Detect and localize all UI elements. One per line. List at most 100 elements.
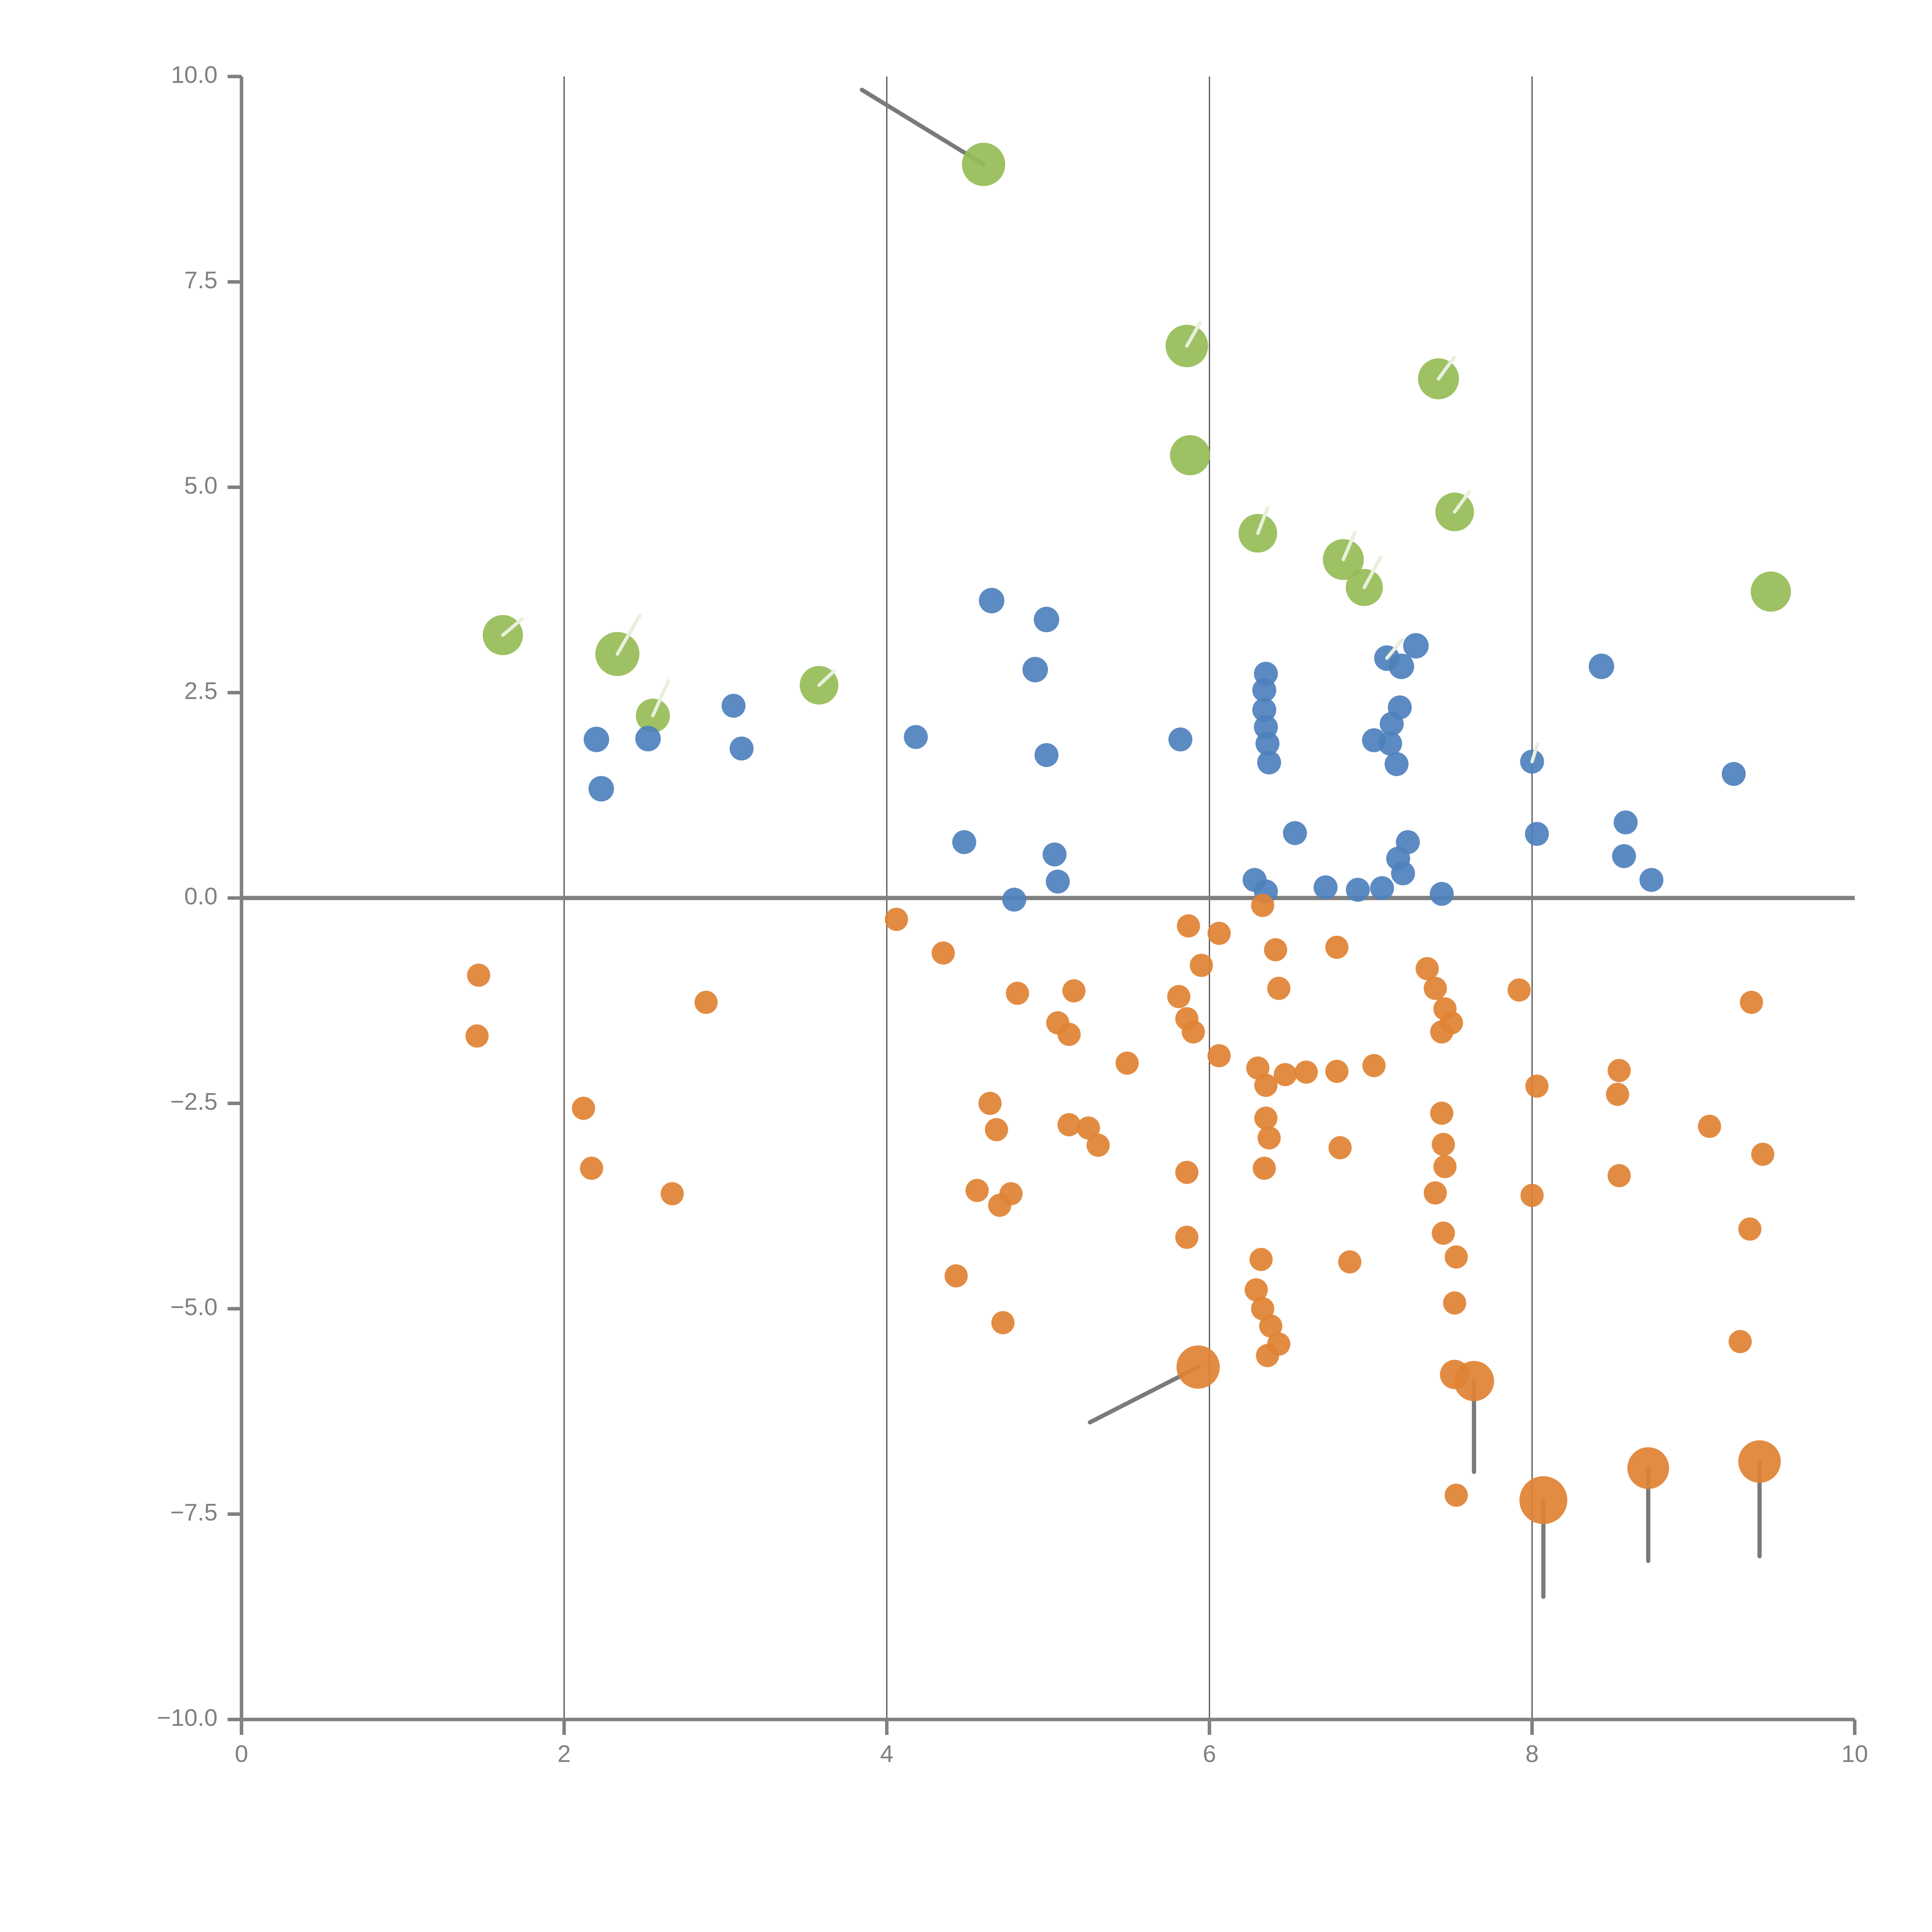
data-point-orange[interactable] bbox=[1433, 1155, 1457, 1179]
data-point-blue[interactable] bbox=[1388, 653, 1414, 679]
data-point-orange[interactable] bbox=[1077, 1116, 1100, 1140]
data-point-orange[interactable] bbox=[1525, 1074, 1549, 1098]
data-point-orange[interactable] bbox=[991, 1311, 1015, 1335]
data-point-orange[interactable] bbox=[1245, 1278, 1268, 1302]
data-point-orange[interactable] bbox=[1182, 1020, 1205, 1044]
data-point-orange[interactable] bbox=[467, 963, 490, 987]
data-point-orange[interactable] bbox=[988, 1194, 1012, 1217]
data-point-green[interactable] bbox=[1750, 571, 1791, 612]
data-point-orange[interactable] bbox=[1430, 1102, 1454, 1125]
data-point-orange[interactable] bbox=[1006, 981, 1029, 1005]
data-point-blue[interactable] bbox=[1612, 844, 1636, 868]
data-point-blue[interactable] bbox=[1283, 821, 1307, 845]
data-point-orange[interactable] bbox=[1294, 1060, 1318, 1084]
data-point-blue[interactable] bbox=[1588, 653, 1614, 679]
data-point-orange[interactable] bbox=[580, 1156, 603, 1180]
data-point-blue[interactable] bbox=[583, 726, 609, 752]
data-point-orange[interactable] bbox=[1328, 1136, 1352, 1160]
data-point-orange[interactable] bbox=[1251, 1297, 1274, 1320]
data-point-orange[interactable] bbox=[465, 1024, 489, 1048]
data-point-orange[interactable] bbox=[1257, 1126, 1281, 1150]
data-point-orange[interactable] bbox=[1086, 1133, 1110, 1157]
data-point-blue[interactable] bbox=[730, 736, 754, 761]
data-point-orange[interactable] bbox=[932, 941, 955, 965]
data-point-orange[interactable] bbox=[1057, 1113, 1081, 1136]
data-point-orange[interactable] bbox=[572, 1097, 595, 1120]
data-point-blue[interactable] bbox=[1252, 678, 1276, 702]
data-point-orange[interactable] bbox=[694, 991, 718, 1014]
data-point-orange[interactable] bbox=[1177, 914, 1200, 938]
data-point-blue[interactable] bbox=[1043, 842, 1067, 867]
data-point-orange[interactable] bbox=[1190, 954, 1213, 977]
data-point-orange[interactable] bbox=[1423, 976, 1447, 1000]
data-point-orange[interactable] bbox=[1751, 1143, 1775, 1166]
data-point-orange[interactable] bbox=[1698, 1115, 1721, 1138]
data-point-orange[interactable] bbox=[1507, 978, 1531, 1002]
data-point-orange[interactable] bbox=[944, 1264, 968, 1287]
data-point-orange[interactable] bbox=[1175, 1226, 1199, 1249]
data-point-orange[interactable] bbox=[1062, 979, 1086, 1003]
data-point-orange[interactable] bbox=[1627, 1447, 1669, 1489]
data-point-orange[interactable] bbox=[660, 1182, 684, 1206]
data-point-blue[interactable] bbox=[1046, 869, 1070, 894]
data-point-orange[interactable] bbox=[1443, 1291, 1466, 1315]
data-point-blue[interactable] bbox=[1257, 750, 1281, 775]
data-point-blue[interactable] bbox=[1403, 633, 1429, 659]
data-point-orange[interactable] bbox=[1338, 1250, 1362, 1274]
data-point-orange[interactable] bbox=[1264, 938, 1287, 961]
data-point-blue[interactable] bbox=[1378, 731, 1402, 756]
data-point-blue[interactable] bbox=[1034, 743, 1059, 767]
data-point-orange[interactable] bbox=[1444, 1483, 1468, 1507]
data-point-blue[interactable] bbox=[1252, 698, 1276, 722]
data-point-orange[interactable] bbox=[1738, 1217, 1762, 1241]
data-point-blue[interactable] bbox=[1391, 861, 1415, 886]
data-point-blue[interactable] bbox=[1639, 868, 1663, 892]
data-point-orange[interactable] bbox=[1325, 1060, 1349, 1083]
data-point-orange[interactable] bbox=[1740, 991, 1763, 1014]
data-point-orange[interactable] bbox=[1208, 1044, 1231, 1068]
data-point-orange[interactable] bbox=[1607, 1164, 1631, 1187]
data-point-blue[interactable] bbox=[588, 776, 614, 802]
data-point-blue[interactable] bbox=[1721, 762, 1746, 786]
data-point-orange[interactable] bbox=[1520, 1184, 1544, 1207]
data-point-blue[interactable] bbox=[635, 726, 661, 752]
data-point-orange[interactable] bbox=[885, 908, 908, 931]
data-point-orange[interactable] bbox=[1325, 935, 1349, 959]
data-point-orange[interactable] bbox=[1251, 894, 1274, 917]
data-point-green[interactable] bbox=[1170, 435, 1210, 476]
data-point-blue[interactable] bbox=[1346, 878, 1370, 902]
data-point-blue[interactable] bbox=[979, 588, 1005, 614]
data-point-orange[interactable] bbox=[1606, 1083, 1629, 1106]
data-point-orange[interactable] bbox=[1252, 1156, 1276, 1180]
data-point-orange[interactable] bbox=[1057, 1022, 1081, 1046]
data-point-blue[interactable] bbox=[1313, 875, 1338, 900]
data-point-orange[interactable] bbox=[1175, 1161, 1199, 1184]
data-point-orange[interactable] bbox=[1116, 1051, 1139, 1075]
data-point-orange[interactable] bbox=[1432, 1133, 1455, 1156]
data-point-orange[interactable] bbox=[1208, 922, 1231, 945]
data-point-orange[interactable] bbox=[1254, 1106, 1278, 1130]
data-point-orange[interactable] bbox=[978, 1092, 1002, 1115]
data-point-orange[interactable] bbox=[1249, 1248, 1273, 1271]
data-point-blue[interactable] bbox=[721, 694, 746, 718]
data-point-orange[interactable] bbox=[1728, 1330, 1752, 1354]
data-point-blue[interactable] bbox=[1002, 888, 1026, 912]
data-point-orange[interactable] bbox=[1176, 1345, 1220, 1389]
data-point-blue[interactable] bbox=[1379, 712, 1404, 736]
data-point-orange[interactable] bbox=[1440, 1011, 1463, 1035]
data-point-blue[interactable] bbox=[952, 830, 976, 854]
data-point-green[interactable] bbox=[962, 143, 1005, 186]
data-point-blue[interactable] bbox=[904, 725, 928, 749]
data-point-orange[interactable] bbox=[1254, 1073, 1278, 1097]
data-point-orange[interactable] bbox=[1362, 1054, 1386, 1077]
data-point-orange[interactable] bbox=[1167, 985, 1190, 1009]
data-point-blue[interactable] bbox=[1370, 876, 1394, 900]
data-point-orange[interactable] bbox=[1423, 1181, 1447, 1205]
data-point-blue[interactable] bbox=[1430, 882, 1454, 906]
data-point-blue[interactable] bbox=[1525, 822, 1549, 846]
data-point-blue[interactable] bbox=[1034, 607, 1060, 633]
data-point-blue[interactable] bbox=[1168, 727, 1192, 752]
data-point-orange[interactable] bbox=[1267, 976, 1291, 1000]
data-point-orange[interactable] bbox=[1519, 1476, 1568, 1524]
data-point-orange[interactable] bbox=[1246, 1056, 1270, 1080]
